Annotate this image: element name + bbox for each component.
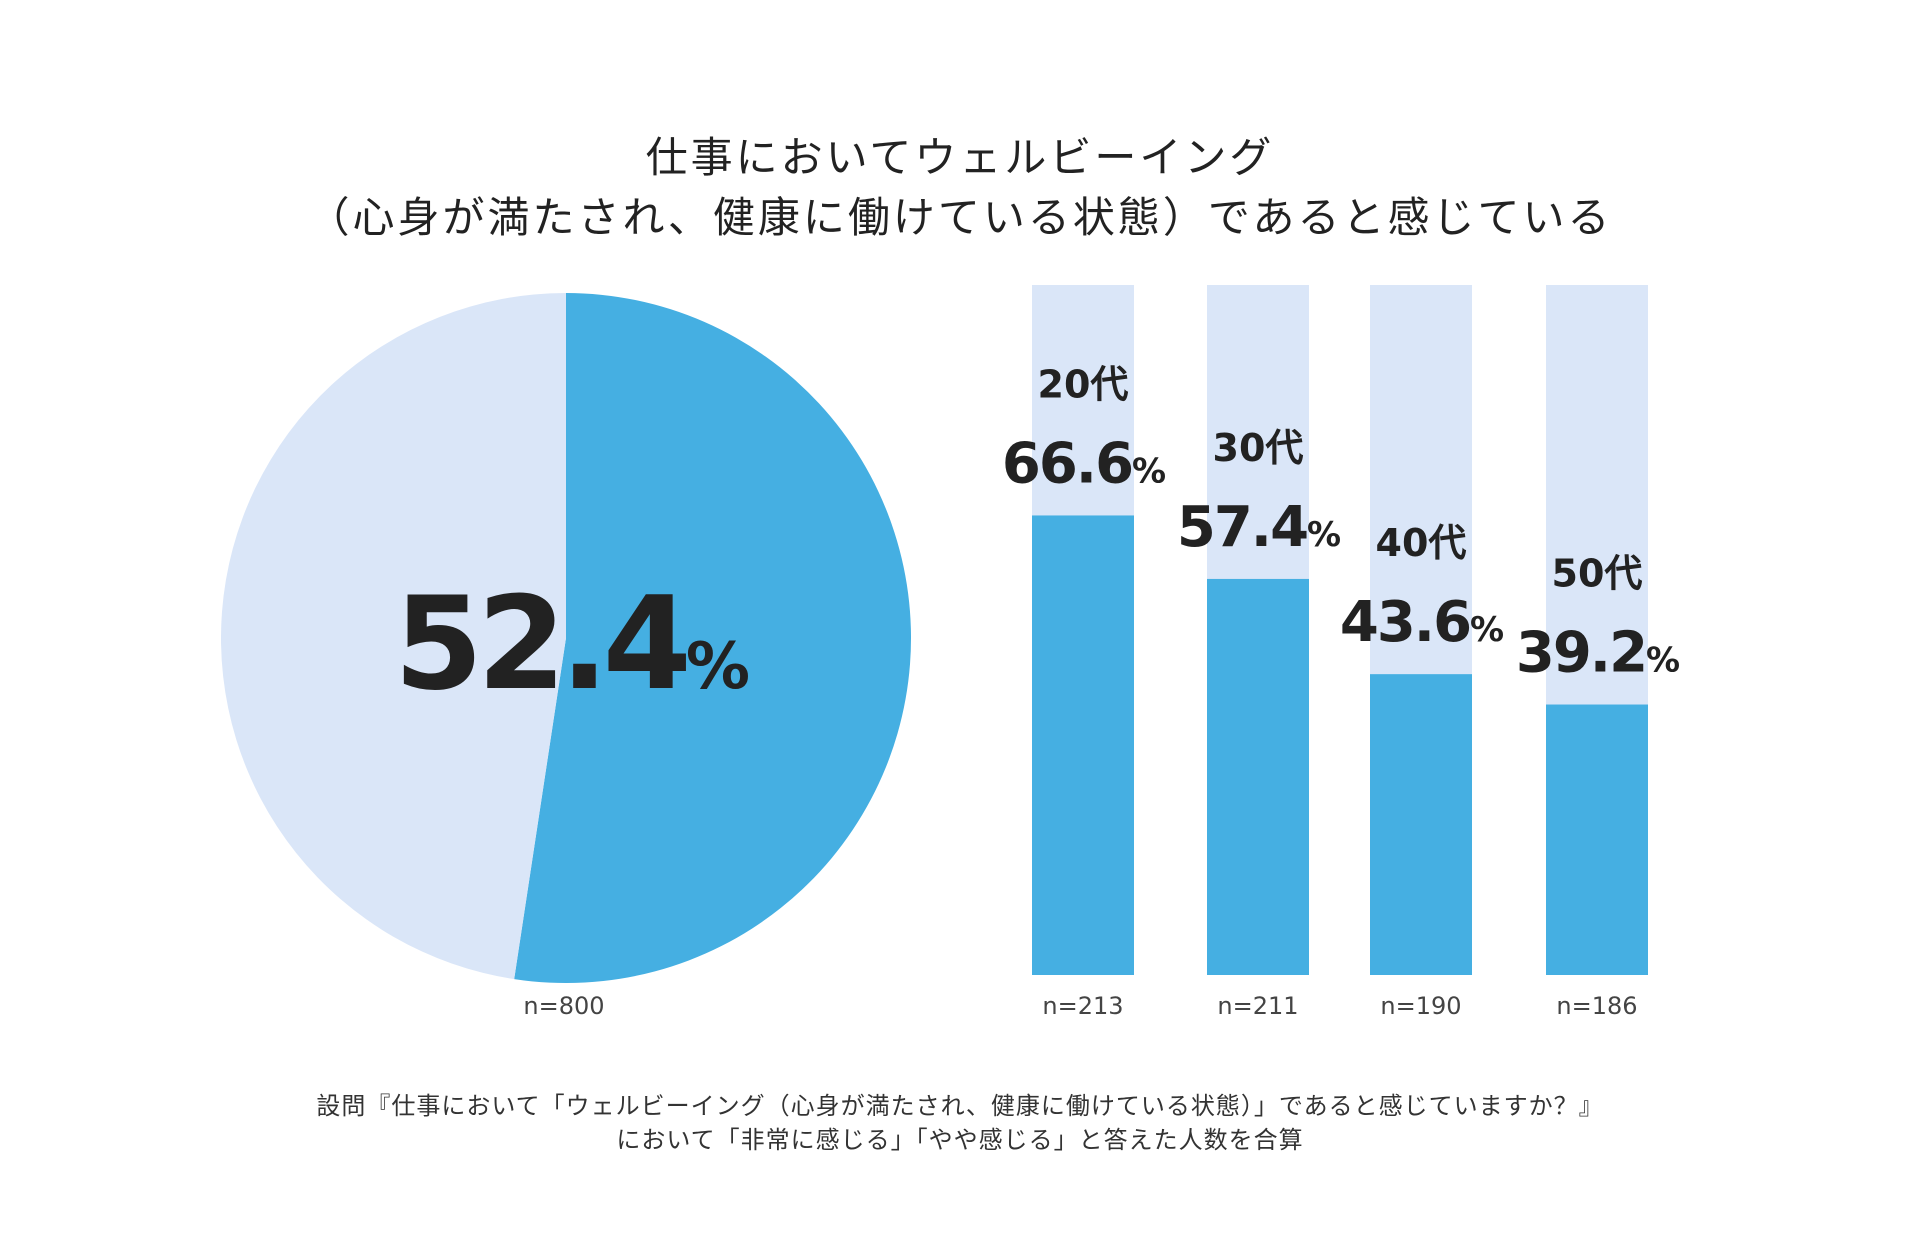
bar-0 <box>1032 515 1134 975</box>
bar-value-label: 57.4% <box>1177 495 1340 560</box>
bar-category-label: 20代 <box>1038 362 1129 406</box>
bar-n-label: n=211 <box>1217 992 1298 1020</box>
bar-category-label: 40代 <box>1376 521 1467 565</box>
bar-n-label: n=186 <box>1556 992 1637 1020</box>
bar-value-label: 43.6% <box>1340 590 1503 655</box>
bar-category-label: 30代 <box>1213 426 1304 470</box>
bar-category-label: 50代 <box>1552 552 1643 596</box>
bar-2 <box>1370 674 1472 975</box>
pie-slice-1 <box>221 293 566 980</box>
bar-n-label: n=213 <box>1042 992 1123 1020</box>
chart-title-line2: （心身が満たされ、健康に働けている状態）であると感じている <box>307 193 1613 242</box>
bar-value-label: 39.2% <box>1516 621 1679 686</box>
pie-slice-0 <box>514 293 912 983</box>
pie-value-label: 52.4% <box>394 570 750 719</box>
bar-3 <box>1546 704 1648 975</box>
bar-value-label: 66.6% <box>1002 431 1165 496</box>
footnote-line2: において「非常に感じる」「やや感じる」と答えた人数を合算 <box>616 1126 1304 1154</box>
bar-1 <box>1207 578 1309 975</box>
chart-title-line1: 仕事においてウェルビーイング <box>645 133 1275 182</box>
bar-n-label: n=190 <box>1380 992 1461 1020</box>
footnote-line1: 設問『仕事において「ウェルビーイング（心身が満たされ、健康に働けている状態）」で… <box>316 1092 1604 1120</box>
pie-n-label: n=800 <box>523 992 604 1020</box>
